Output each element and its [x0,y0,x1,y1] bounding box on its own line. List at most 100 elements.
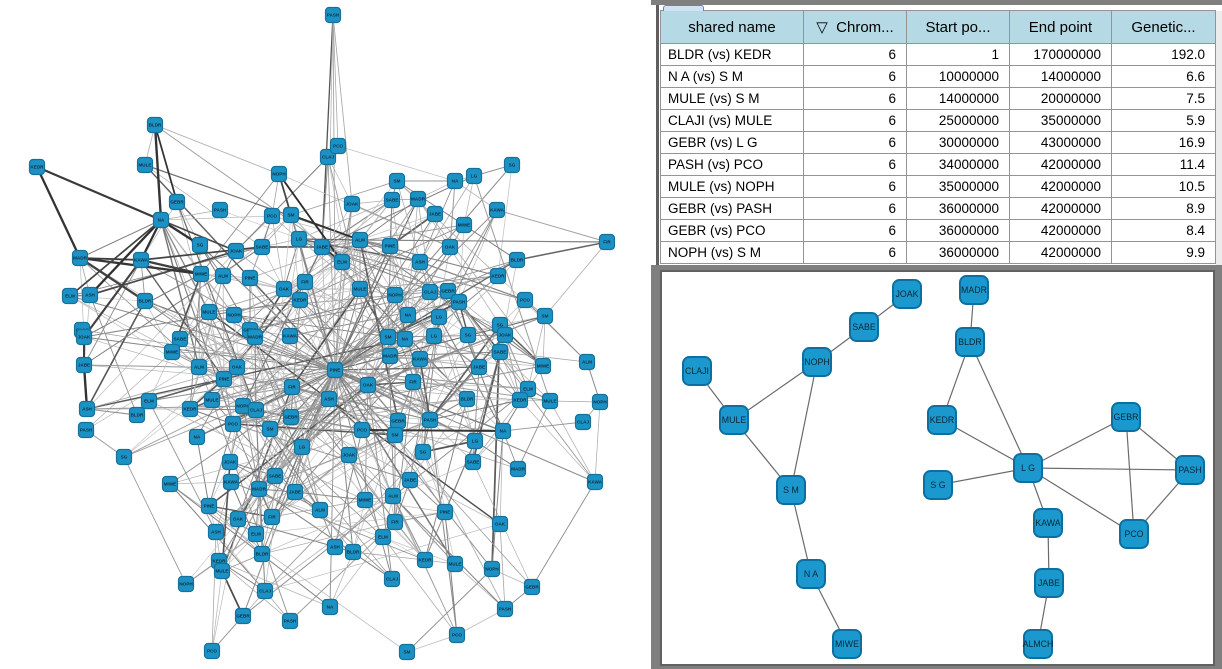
svg-text:CLAJ: CLAJ [259,589,271,594]
svg-text:SM: SM [392,433,399,438]
svg-text:OAK: OAK [233,517,244,522]
svg-text:ALM: ALM [218,274,228,279]
svg-text:MULE: MULE [138,163,151,168]
svg-text:ALM: ALM [315,508,325,513]
svg-text:PASH: PASH [214,208,227,213]
svg-text:FIR: FIR [288,385,296,390]
svg-text:MIWE: MIWE [164,482,177,487]
svg-text:SG: SG [509,163,516,168]
svg-text:BLDR: BLDR [131,413,144,418]
svg-text:LG: LG [431,334,438,339]
svg-text:BLDR: BLDR [149,123,162,128]
svg-text:ALM: ALM [388,494,398,499]
svg-text:KAWA: KAWA [413,357,427,362]
svg-text:OAK: OAK [363,383,374,388]
svg-text:GEBR: GEBR [525,585,539,590]
svg-text:ELM: ELM [523,387,533,392]
svg-text:CLAJ: CLAJ [250,408,262,413]
svg-text:PINE: PINE [330,368,341,373]
svg-text:ASH: ASH [85,293,95,298]
svg-text:SM: SM [385,335,392,340]
svg-text:MIWE: MIWE [458,223,471,228]
svg-text:SM: SM [542,314,549,319]
svg-text:SG: SG [497,323,504,328]
svg-text:OAK: OAK [495,522,506,527]
svg-text:LG: LG [472,439,479,444]
svg-text:MIWE: MIWE [835,639,859,649]
svg-text:MULE: MULE [205,398,218,403]
svg-text:MULE: MULE [353,287,366,292]
svg-text:NOPH: NOPH [804,357,829,367]
svg-text:ALM: ALM [582,360,592,365]
svg-text:PASH: PASH [424,418,437,423]
svg-text:PCO: PCO [1124,529,1143,539]
svg-text:BLDR: BLDR [139,299,152,304]
svg-text:CLAJI: CLAJI [685,366,709,376]
svg-text:SABE: SABE [269,474,282,479]
svg-text:SABE: SABE [174,337,187,342]
svg-text:NA: NA [500,429,507,434]
svg-text:N A: N A [804,569,818,579]
svg-text:JOAK: JOAK [78,335,91,340]
svg-text:PASH: PASH [284,619,297,624]
svg-text:MULE: MULE [202,310,215,315]
svg-text:MADR: MADR [383,354,397,359]
svg-text:SABE: SABE [386,198,399,203]
svg-text:S M: S M [783,485,799,495]
svg-text:NOPH: NOPH [485,567,499,572]
svg-text:MIWE: MIWE [195,272,208,277]
svg-text:OAK: OAK [445,245,456,250]
svg-text:MIWE: MIWE [166,350,179,355]
svg-text:MADR: MADR [411,197,425,202]
svg-text:SABE: SABE [494,350,507,355]
svg-text:MADR: MADR [248,335,262,340]
svg-text:BLDR: BLDR [256,552,269,557]
svg-text:SM: SM [404,650,411,655]
svg-text:FIR: FIR [268,515,276,520]
svg-text:OAK: OAK [232,365,243,370]
svg-text:JOAK: JOAK [230,249,243,254]
svg-text:NA: NA [405,313,412,318]
svg-text:JABE: JABE [1038,578,1060,588]
svg-text:KEDR: KEDR [30,165,44,170]
svg-text:SABE: SABE [256,245,269,250]
svg-text:PCO: PCO [228,422,238,427]
svg-text:JOAK: JOAK [896,289,919,299]
svg-text:PCO: PCO [520,298,530,303]
svg-text:MADR: MADR [511,467,525,472]
svg-text:SABE: SABE [467,460,480,465]
svg-text:ASH: ASH [415,260,425,265]
svg-text:KEDR: KEDR [183,407,197,412]
svg-text:JOAK: JOAK [224,460,237,465]
svg-text:ELM: ELM [378,535,388,540]
svg-text:PINE: PINE [204,504,215,509]
svg-text:PASH: PASH [499,607,512,612]
svg-text:MIWE: MIWE [537,364,550,369]
svg-text:L G: L G [1021,463,1035,473]
svg-text:LG: LG [471,174,478,179]
svg-text:JABE: JABE [316,245,328,250]
svg-text:BLDR: BLDR [511,258,524,263]
svg-text:PINE: PINE [385,244,396,249]
svg-text:PCO: PCO [333,144,343,149]
svg-text:BLDR: BLDR [461,397,474,402]
svg-text:PINE: PINE [219,377,230,382]
svg-text:NOPH: NOPH [236,404,250,409]
svg-text:PASH: PASH [453,300,466,305]
svg-text:ASH: ASH [82,407,92,412]
svg-text:S G: S G [930,480,945,490]
svg-text:SM: SM [394,179,401,184]
svg-text:MULE: MULE [543,399,556,404]
svg-text:ASH: ASH [330,545,340,550]
svg-text:NA: NA [327,605,334,610]
svg-text:MIWE: MIWE [359,498,372,503]
svg-text:ASH: ASH [324,397,334,402]
svg-text:SM: SM [288,213,295,218]
svg-text:ELM: ELM [144,399,154,404]
svg-text:GEBR: GEBR [170,200,184,205]
svg-text:GEBR: GEBR [236,614,250,619]
svg-text:KAWA: KAWA [588,480,602,485]
svg-text:KAWA: KAWA [1035,518,1060,528]
svg-text:KEDR: KEDR [293,298,307,303]
svg-text:PCO: PCO [267,214,277,219]
